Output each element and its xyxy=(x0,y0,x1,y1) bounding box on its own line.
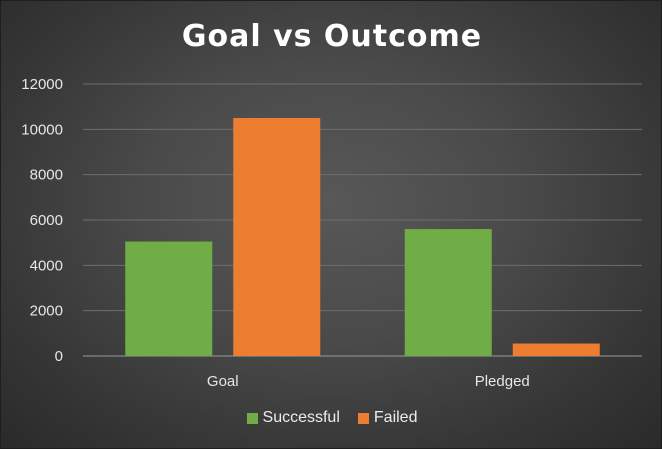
bar-failed-goal xyxy=(233,118,321,356)
legend-swatch-failed xyxy=(357,412,369,424)
chart-title: Goal vs Outcome xyxy=(181,19,483,54)
legend-label-successful: Successful xyxy=(262,409,340,426)
legend-item-successful: Successful xyxy=(246,409,340,427)
legend-label-failed: Failed xyxy=(373,409,418,426)
y-tick-label: 10000 xyxy=(21,121,63,138)
bar-successful-goal xyxy=(125,241,213,356)
bar-failed-pledged xyxy=(512,343,600,356)
y-tick-label: 0 xyxy=(55,348,63,365)
y-tick-label: 6000 xyxy=(30,212,63,229)
x-tick-label: Pledged xyxy=(475,373,530,390)
x-tick-label: Goal xyxy=(207,373,239,390)
bar-successful-pledged xyxy=(404,229,492,356)
y-tick-label: 8000 xyxy=(30,167,63,184)
y-tick-label: 12000 xyxy=(21,76,63,93)
legend-item-failed: Failed xyxy=(357,409,418,427)
legend: Successful Failed xyxy=(1,409,661,427)
legend-swatch-successful xyxy=(246,412,258,424)
y-tick-label: 2000 xyxy=(30,303,63,320)
y-tick-label: 4000 xyxy=(30,257,63,274)
